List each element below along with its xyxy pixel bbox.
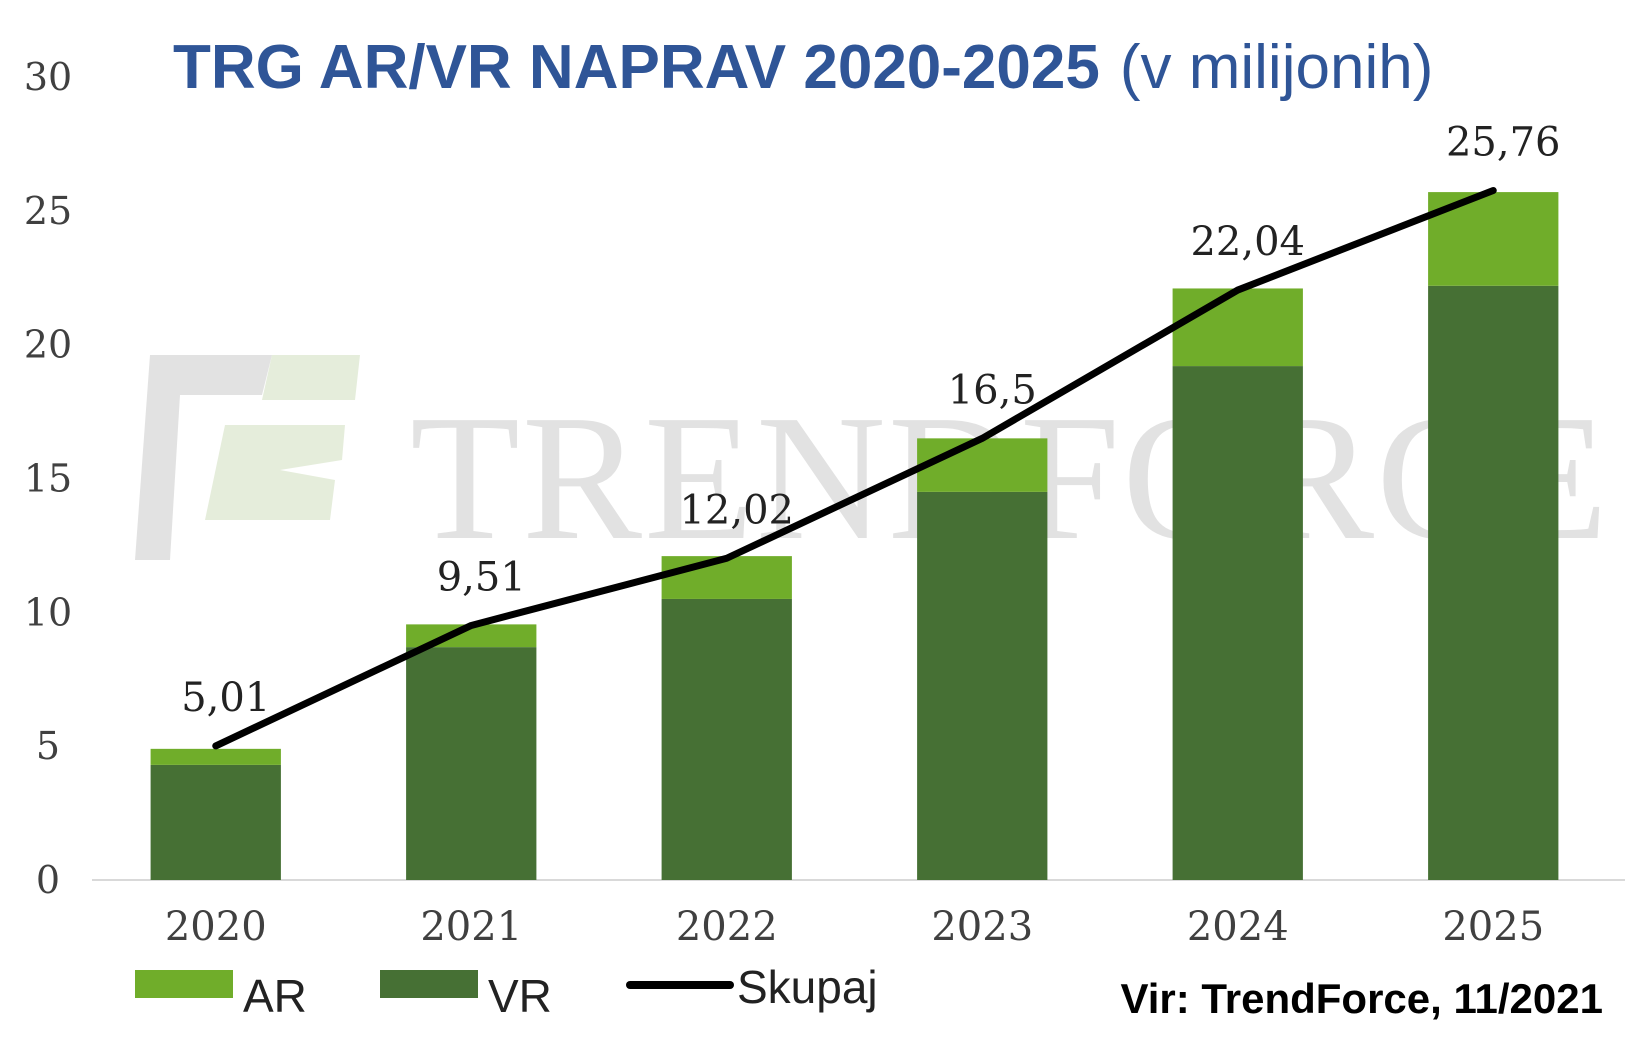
data-label: 16,5 [948, 367, 1037, 413]
legend: AR VR Skupaj [135, 961, 878, 1022]
bar-vr-2023 [917, 491, 1048, 880]
legend-swatch-ar [135, 970, 233, 998]
x-tick-label: 2022 [676, 904, 778, 950]
chart-title: TRG AR/VR NAPRAV 2020-2025 (v milijonih) [173, 33, 1433, 102]
x-axis-ticks: 2020 2021 2022 2023 2024 2025 [165, 904, 1544, 950]
data-label: 5,01 [181, 675, 270, 721]
bar-vr-2025 [1428, 285, 1559, 880]
x-tick-label: 2021 [420, 904, 522, 950]
y-tick-label: 15 [24, 457, 72, 501]
data-label: 12,02 [679, 487, 794, 533]
y-tick-label: 0 [36, 858, 60, 902]
source-note: Vir: TrendForce, 11/2021 [1121, 975, 1604, 1022]
y-tick-label: 25 [24, 189, 72, 233]
data-labels: 5,01 9,51 12,02 16,5 22,04 25,76 [181, 119, 1560, 720]
bar-ar-2024 [1172, 288, 1303, 367]
bar-vr-2022 [661, 598, 792, 880]
x-tick-label: 2025 [1442, 904, 1544, 950]
y-tick-label: 30 [24, 55, 72, 99]
bar-vr-2024 [1172, 366, 1303, 881]
y-tick-label: 10 [24, 590, 72, 634]
data-label: 25,76 [1446, 119, 1561, 165]
legend-label: Skupaj [737, 961, 878, 1013]
watermark-logo-icon [135, 355, 360, 560]
data-label: 22,04 [1190, 219, 1305, 265]
chart-title-unit: (v milijonih) [1120, 33, 1433, 102]
x-tick-label: 2020 [165, 904, 267, 950]
bar-vr-2021 [406, 647, 537, 880]
bars [150, 192, 1559, 881]
bar-ar-2023 [917, 438, 1048, 492]
bar-ar-2022 [661, 556, 792, 599]
series-line-skupaj [212, 186, 1497, 750]
bar-vr-2020 [150, 764, 281, 880]
chart-title-main: TRG AR/VR NAPRAV 2020-2025 [173, 33, 1100, 102]
x-tick-label: 2024 [1187, 904, 1289, 950]
y-axis-ticks: 0 5 10 15 20 25 30 [24, 55, 72, 902]
y-tick-label: 20 [24, 323, 72, 367]
bar-ar-2020 [150, 748, 281, 765]
legend-label: VR [488, 970, 552, 1022]
legend-label: AR [243, 970, 307, 1022]
x-tick-label: 2023 [931, 904, 1033, 950]
data-label: 9,51 [437, 554, 526, 600]
legend-swatch-vr [380, 970, 478, 998]
y-tick-label: 5 [36, 724, 60, 768]
